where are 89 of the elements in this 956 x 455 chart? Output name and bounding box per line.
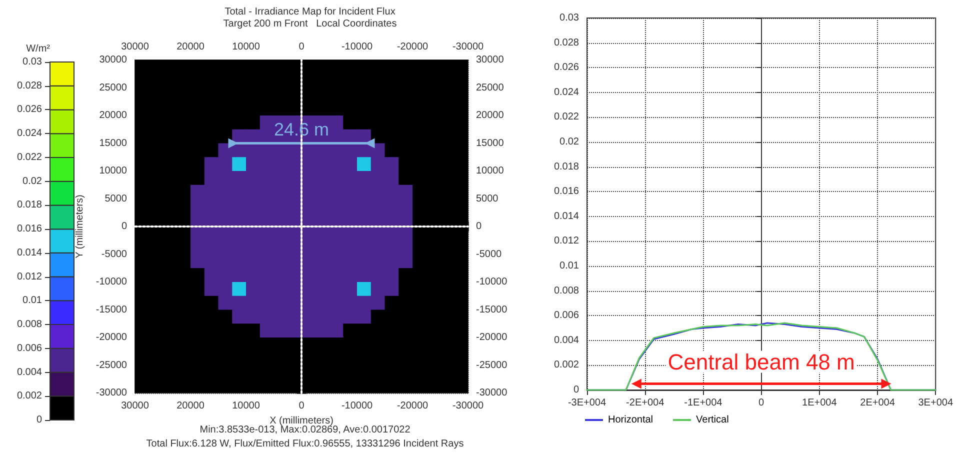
- y-tick-label: 0.03: [560, 12, 580, 24]
- x-tick-label: -1E+004: [684, 398, 723, 408]
- text: Min:3.8533e-013, Max:0.02869, Ave:0.0017022: [200, 424, 411, 436]
- y-tick-label: 0.024: [554, 86, 580, 98]
- color-bar-label: 0.02: [22, 176, 42, 187]
- y-tick-label: 0.01: [560, 260, 580, 272]
- color-bar-label: 0.018: [16, 200, 42, 211]
- y-tick-label: 25000: [99, 82, 128, 94]
- y2-tick-label: -15000: [476, 304, 508, 316]
- y2-tick-label: -30000: [476, 388, 508, 398]
- x-tick-label: 20000: [176, 400, 205, 412]
- color-bar-label: 0: [36, 414, 42, 426]
- x2-tick-label: -20000: [396, 42, 429, 52]
- y-tick-label: 0.018: [554, 161, 580, 172]
- color-bar-label: 0.006: [16, 342, 42, 354]
- y-tick-label: 0.016: [554, 186, 580, 198]
- y2-tick-label: 5000: [476, 193, 499, 204]
- x-tick-label: -2E+004: [626, 398, 665, 408]
- y-tick-label: 10000: [99, 166, 128, 176]
- color-bar-label: 0.01: [22, 295, 42, 306]
- y2-tick-label: 20000: [476, 110, 504, 121]
- x2-tick-label: 30000: [121, 42, 150, 52]
- x-tick-label: -30000: [452, 400, 484, 412]
- y-tick-label: -5000: [101, 248, 128, 260]
- y-tick-label: 20000: [99, 110, 128, 121]
- y2-tick-label: 10000: [476, 166, 504, 176]
- color-bar-title: W/m²: [26, 44, 51, 54]
- legend-label: Horizontal: [608, 414, 654, 426]
- color-bar-label: 0.004: [16, 366, 42, 378]
- x-tick-label: 30000: [121, 400, 150, 412]
- x-tick-label: -20000: [396, 400, 429, 412]
- y-tick-label: 30000: [99, 54, 128, 66]
- x2-tick-label: -30000: [452, 42, 484, 52]
- y-tick-label: 0: [121, 221, 128, 232]
- color-bar-label: 0.016: [16, 224, 42, 235]
- text: Total Flux:6.128 W, Flux/Emitted Flux:0.96555, 13331296 Incident Rays: [146, 438, 464, 450]
- y-tick-label: -15000: [96, 304, 128, 316]
- x-tick-label: 3E+004: [918, 398, 954, 408]
- color-bar-label: 0.014: [16, 247, 42, 258]
- y-tick-label: 0.006: [554, 310, 580, 322]
- y-tick-label: -20000: [96, 332, 128, 343]
- y-tick-label: 5000: [104, 193, 128, 204]
- x2-tick-label: 0: [298, 42, 305, 52]
- x-axis-title: X (millimeters): [270, 415, 334, 426]
- y-tick-label: 15000: [99, 138, 128, 149]
- y2-tick-label: -5000: [476, 248, 502, 260]
- y-tick-label: 0.022: [554, 112, 580, 123]
- x2-tick-label: 10000: [232, 42, 260, 52]
- y-tick-label: -25000: [96, 360, 128, 371]
- y-tick-label: 0.004: [554, 334, 580, 346]
- color-bar-label: 0.026: [16, 104, 42, 116]
- x2-tick-label: -10000: [341, 42, 374, 52]
- y2-tick-label: -25000: [476, 360, 508, 371]
- y2-tick-label: -10000: [476, 276, 508, 288]
- y-tick-label: 0.002: [554, 360, 580, 371]
- color-bar-label: 0.002: [16, 390, 42, 402]
- color-bar-label: 0.024: [16, 128, 42, 140]
- y2-tick-label: -20000: [476, 332, 508, 343]
- x-tick-label: 1E+004: [802, 398, 838, 408]
- y-tick-label: 0: [573, 384, 580, 396]
- y2-tick-label: 15000: [476, 138, 504, 149]
- y2-tick-label: 30000: [476, 54, 504, 66]
- y-tick-label: 0.028: [554, 37, 580, 48]
- y-tick-label: 0.02: [560, 136, 580, 148]
- x-tick-label: 0: [298, 400, 305, 412]
- chart-title: Total - Irradiance Map for Incident Flux: [224, 6, 396, 18]
- color-bar-label: 0.012: [16, 271, 42, 282]
- y-tick-label: -30000: [96, 388, 128, 398]
- x-tick-label: 2E+004: [860, 398, 896, 408]
- chart-subtitle: Target 200 m Front Local Coordinates: [223, 18, 397, 30]
- y2-tick-label: 25000: [476, 82, 504, 94]
- x-tick-label: 0: [758, 398, 765, 408]
- y2-tick-label: 0: [476, 221, 482, 232]
- y-tick-label: 0.008: [554, 285, 580, 296]
- color-bar-label: 0.028: [16, 80, 42, 92]
- y-tick-label: 0.012: [554, 236, 580, 247]
- color-bar-label: 0.008: [16, 319, 42, 330]
- x-tick-label: -10000: [341, 400, 374, 412]
- y-tick-label: 0.014: [554, 210, 580, 222]
- annotation: Central beam 48 m: [668, 349, 855, 374]
- legend-label: Vertical: [696, 414, 729, 426]
- x-tick-label: -3E+004: [568, 398, 606, 408]
- x2-tick-label: 20000: [176, 42, 205, 52]
- y-tick-label: 0.026: [554, 62, 580, 74]
- y-tick-label: -10000: [96, 276, 128, 288]
- x-tick-label: 10000: [232, 400, 260, 412]
- y-axis-title: Y (millimeters): [74, 194, 86, 258]
- color-bar-label: 0.03: [22, 56, 42, 68]
- color-bar-label: 0.022: [16, 152, 42, 163]
